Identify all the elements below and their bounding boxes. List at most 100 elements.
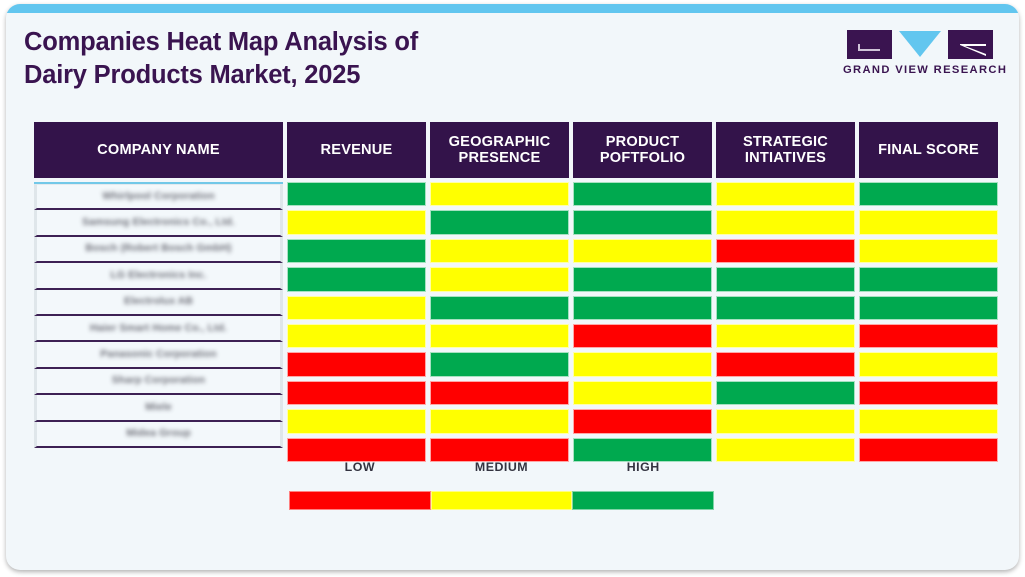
heat-cell <box>430 409 569 434</box>
legend-segment-high <box>572 491 715 510</box>
table-body: Whirlpool Corporation Samsung Electronics… <box>34 182 1003 462</box>
legend-segment-low <box>289 491 431 510</box>
heat-cell <box>716 238 855 264</box>
heat-cell <box>716 267 855 292</box>
heat-map-table: COMPANY NAME REVENUE GEOGRAPHIC PRESENCE PRO… <box>34 122 1003 462</box>
column-header-line: INTIATIVES <box>744 150 827 166</box>
legend-segment-medium <box>430 491 573 510</box>
heat-cell <box>573 210 712 235</box>
heat-cell <box>573 238 712 264</box>
heat-cell <box>716 295 855 320</box>
company-name-cell: Bosch (Robert Bosch GmbH) <box>34 236 283 264</box>
logo-r-icon <box>948 30 993 59</box>
heat-cell <box>430 238 569 264</box>
column-header-line: PRODUCT <box>605 133 680 150</box>
heat-cell <box>287 295 426 320</box>
legend-label-high: HIGH <box>626 460 660 474</box>
card-top-accent-bar <box>6 4 1019 13</box>
company-name-cell: Sharp Corporation <box>34 368 283 396</box>
heat-cell <box>716 380 855 406</box>
company-name-cell: Samsung Electronics Co., Ltd. <box>34 210 283 237</box>
heat-cell <box>716 409 855 434</box>
company-name-column: Whirlpool Corporation Samsung Electronics… <box>34 182 283 462</box>
heat-map-legend: LOW MEDIUM HIGH <box>289 460 715 510</box>
heat-column-geographic-presence <box>430 182 569 462</box>
company-name-cell: Haier Smart Home Co., Ltd. <box>34 315 283 343</box>
heat-cell <box>573 380 712 406</box>
heat-cell <box>287 182 426 207</box>
heat-cell <box>287 352 426 377</box>
grand-view-research-logo: GRAND VIEW RESEARCH <box>843 30 1006 76</box>
column-header-revenue: REVENUE <box>287 122 426 178</box>
company-name-obscured: Midea Group <box>126 428 191 440</box>
company-name-obscured: Electrolux AB <box>123 296 194 308</box>
heat-cell <box>430 182 569 207</box>
heat-cell <box>716 210 855 235</box>
company-name-obscured: Haier Smart Home Co., Ltd. <box>89 322 228 334</box>
heat-cell <box>859 267 998 292</box>
heat-cell <box>859 210 998 235</box>
company-name-cell: Miele <box>34 395 283 422</box>
company-name-obscured: Whirlpool Corporation <box>102 191 215 203</box>
heat-cell <box>430 267 569 292</box>
page-title-line-1: Companies Heat Map Analysis of <box>24 28 419 56</box>
company-name-obscured: Samsung Electronics Co., Ltd. <box>81 217 235 229</box>
logo-g-icon <box>847 30 892 59</box>
column-header-product-poftfolio: PRODUCT POFTFOLIO <box>573 122 712 178</box>
heat-cell <box>287 238 426 264</box>
page-title: Companies Heat Map Analysis of Dairy Pro… <box>24 26 644 91</box>
column-header-line: PRESENCE <box>458 150 541 166</box>
column-header-line: REVENUE <box>320 141 393 158</box>
legend-label-low: LOW <box>344 460 376 474</box>
heat-cell <box>859 182 998 207</box>
heat-cell <box>430 380 569 406</box>
heat-cell <box>716 323 855 349</box>
heat-cell <box>716 182 855 207</box>
column-header-line: POFTFOLIO <box>599 150 686 166</box>
heat-cell <box>859 238 998 264</box>
heat-cell <box>716 352 855 377</box>
page-title-line-2: Dairy Products Market, 2025 <box>24 60 361 89</box>
heat-cell <box>287 409 426 434</box>
legend-label-medium: MEDIUM <box>474 460 529 474</box>
column-header-geographic-presence: GEOGRAPHIC PRESENCE <box>430 122 569 178</box>
heat-cell <box>287 380 426 406</box>
company-name-cell: LG Electronics Inc. <box>34 263 283 290</box>
company-name-obscured: Panasonic Corporation <box>100 349 217 361</box>
column-header-company-name: COMPANY NAME <box>34 122 283 178</box>
heat-cell <box>573 323 712 349</box>
heat-cell <box>573 182 712 207</box>
company-name-obscured: Bosch (Robert Bosch GmbH) <box>85 243 232 255</box>
column-header-line: COMPANY NAME <box>97 141 220 158</box>
heat-column-strategic-intiatives <box>716 182 855 462</box>
legend-color-bar <box>289 491 715 510</box>
heat-cell <box>430 352 569 377</box>
company-name-cell: Electrolux AB <box>34 289 283 316</box>
heat-cell <box>859 409 998 434</box>
company-name-obscured: LG Electronics Inc. <box>110 269 207 281</box>
heat-cell <box>716 437 855 462</box>
heat-cell <box>287 210 426 235</box>
heat-column-revenue <box>287 182 426 462</box>
company-name-cell: Panasonic Corporation <box>34 342 283 369</box>
heat-cell <box>287 267 426 292</box>
column-header-strategic-intiatives: STRATEGIC INTIATIVES <box>716 122 855 178</box>
heat-cell <box>573 267 712 292</box>
column-header-line: FINAL SCORE <box>878 141 979 158</box>
logo-marks <box>843 30 997 59</box>
legend-labels: LOW MEDIUM HIGH <box>289 460 714 480</box>
heat-cell <box>430 323 569 349</box>
heat-cell <box>287 323 426 349</box>
heat-cell <box>573 352 712 377</box>
company-name-cell: Whirlpool Corporation <box>34 184 283 211</box>
heat-column-final-score <box>859 182 998 462</box>
heat-cell <box>573 409 712 434</box>
column-header-line: STRATEGIC <box>742 133 829 150</box>
heat-cell <box>430 210 569 235</box>
table-header-row: COMPANY NAME REVENUE GEOGRAPHIC PRESENCE PRO… <box>34 122 1003 178</box>
heat-cell <box>859 295 998 320</box>
heat-column-product-poftfolio <box>573 182 712 462</box>
company-name-obscured: Miele <box>145 401 172 413</box>
company-name-cell: Midea Group <box>34 421 283 448</box>
heat-cell <box>859 323 998 349</box>
